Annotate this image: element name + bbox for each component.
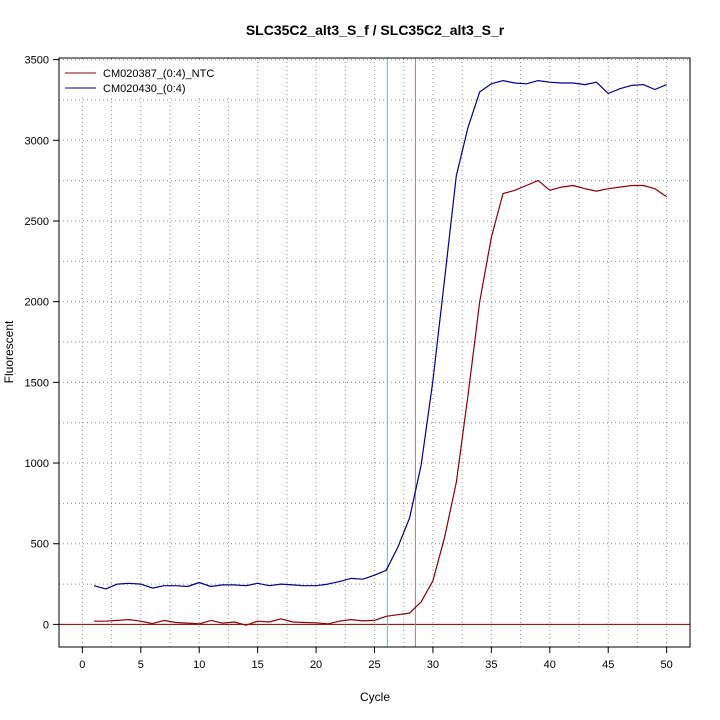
- x-tick-label: 15: [252, 659, 264, 671]
- x-tick-label: 10: [193, 659, 205, 671]
- x-tick-label: 35: [485, 659, 497, 671]
- y-tick-label: 0: [43, 619, 49, 631]
- legend-label-ntc: CM020387_(0:4)_NTC: [103, 68, 214, 80]
- y-tick-label: 3000: [25, 135, 49, 147]
- y-tick-label: 1000: [25, 458, 49, 470]
- legend-label-sample: CM020430_(0:4): [103, 83, 186, 95]
- series-lines: [93, 79, 667, 626]
- y-tick-label: 500: [31, 539, 49, 551]
- legend-box: [60, 61, 230, 97]
- x-axis-title: Cycle: [360, 690, 390, 704]
- series-line-1: [93, 79, 667, 590]
- y-tick-label: 2500: [25, 216, 49, 228]
- x-tick-label: 40: [544, 659, 556, 671]
- y-axis: 0 500 1000 1500 2000 2500 3000 3500: [25, 55, 59, 631]
- x-tick-label: 25: [368, 659, 380, 671]
- x-tick-label: 20: [310, 659, 322, 671]
- series-line-0: [94, 180, 667, 626]
- reference-lines: [59, 58, 690, 647]
- x-tick-label: 50: [661, 659, 673, 671]
- x-axis: 0 5 10 15 20 25 30 35 40 45 50: [79, 647, 673, 671]
- y-tick-label: 1500: [25, 377, 49, 389]
- legend: CM020387_(0:4)_NTC CM020430_(0:4): [60, 61, 230, 97]
- x-tick-label: 5: [138, 659, 144, 671]
- y-axis-title: Fluorescent: [2, 320, 16, 383]
- x-tick-label: 30: [427, 659, 439, 671]
- chart-title: SLC35C2_alt3_S_f / SLC35C2_alt3_S_r: [246, 22, 505, 38]
- x-tick-label: 45: [602, 659, 614, 671]
- y-tick-label: 2000: [25, 297, 49, 309]
- y-tick-label: 3500: [25, 55, 49, 67]
- x-tick-label: 0: [79, 659, 85, 671]
